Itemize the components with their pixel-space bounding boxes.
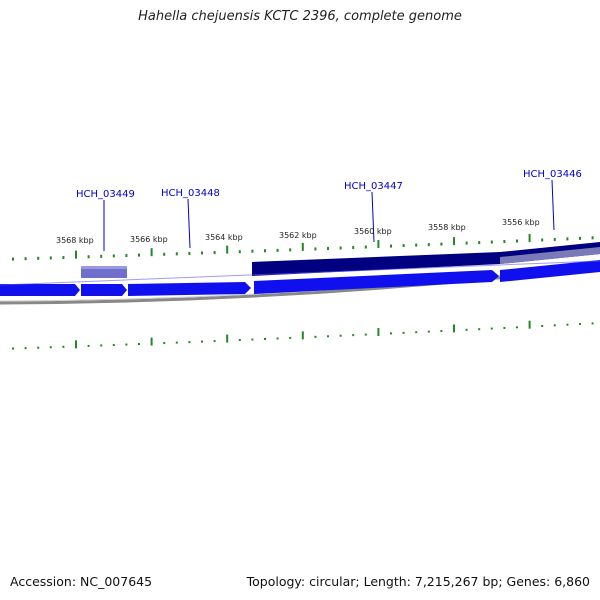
genome-summary-text: Topology: circular; Length: 7,215,267 bp… [246,574,590,589]
ruler-tick-label: 3562 kbp [279,231,317,240]
gene-label[interactable]: HCH_03448 [161,188,220,199]
forward-gene-left[interactable] [0,284,80,296]
callout-line-hch-03448 [187,198,191,249]
gene-label[interactable]: HCH_03447 [344,181,403,192]
ruler-ticks [12,233,594,350]
accession-text: Accession: NC_007645 [10,574,153,589]
forward-gene-sheen [0,260,600,286]
ruler-tick-label: 3558 kbp [428,223,466,232]
gene-label[interactable]: HCH_03449 [76,189,135,200]
callout-line-hch-03447 [371,191,375,243]
reverse-gene-hch-03449-highlight [81,266,127,269]
genome-title: Hahella chejuensis KCTC 2396, complete g… [138,9,462,24]
reverse-gene-hch-03446-light [500,247,600,264]
forward-gene-right[interactable] [500,260,600,282]
forward-gene-hch-03449[interactable] [81,284,127,296]
forward-gene-main[interactable] [254,270,499,294]
ruler-tick-label: 3560 kbp [354,227,392,236]
ruler-tick-label: 3556 kbp [502,218,540,227]
reverse-gene-hch-03447[interactable] [252,252,500,276]
ruler-tick-label: 3564 kbp [205,233,243,242]
forward-gene-hch-03448[interactable] [128,282,251,296]
ruler-tick-label: 3566 kbp [130,235,168,244]
ruler-tick-label: 3568 kbp [56,236,94,245]
gene-label[interactable]: HCH_03446 [523,169,582,180]
callout-line-hch-03446 [551,179,555,231]
